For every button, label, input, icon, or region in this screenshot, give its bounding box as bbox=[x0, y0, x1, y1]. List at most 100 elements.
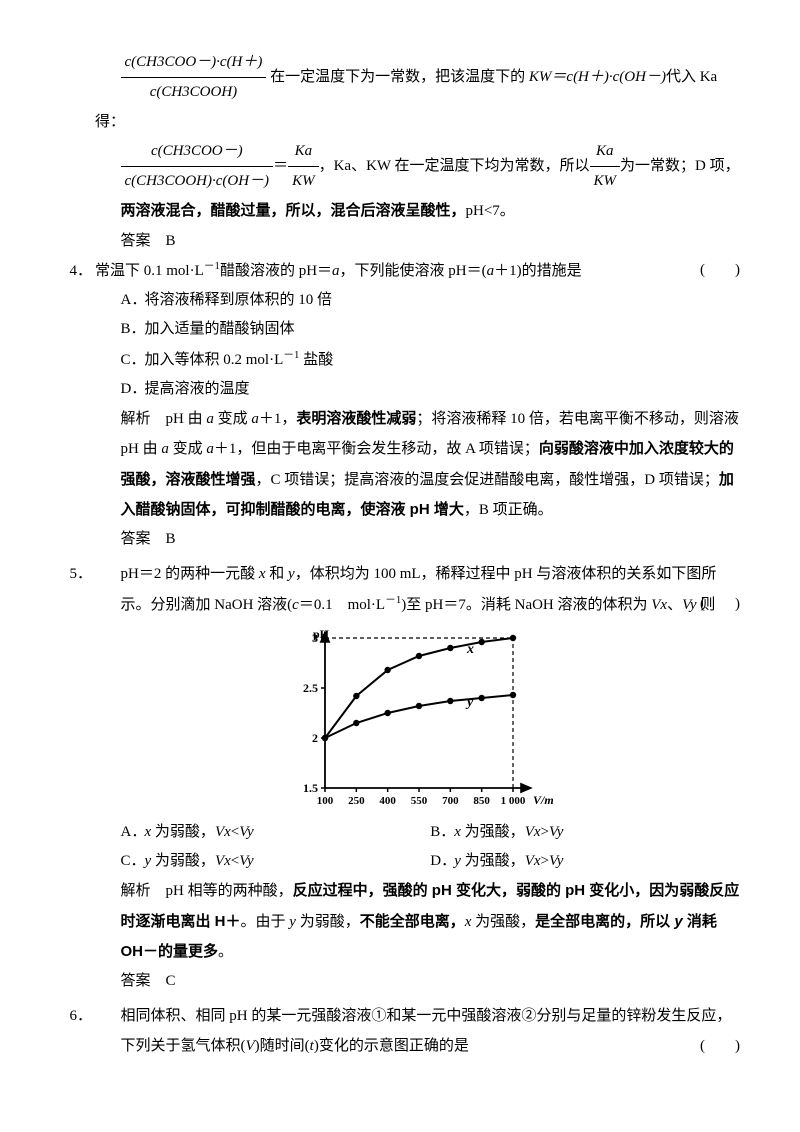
q4: 4．常温下 0.1 mol·L－1醋酸溶液的 pH＝a，下列能使溶液 pH＝(a… bbox=[95, 256, 740, 555]
pre-line2: c(CH3COO－) c(CH3COOH)·c(OH－) ＝ Ka KW ，Ka… bbox=[95, 137, 740, 197]
pre-line1: c(CH3COO－)·c(H＋) c(CH3COOH) 在一定温度下为一常数，把… bbox=[95, 48, 740, 108]
q5-explain: 解析 pH 相等的两种酸，反应过程中，强酸的 pH 变化大，弱酸的 pH 变化小… bbox=[95, 876, 740, 967]
ob: 加入适量的醋酸钠固体 bbox=[145, 321, 295, 337]
5od5: Vy bbox=[549, 853, 563, 869]
kw-expr: KW＝c(H＋)·c(OH－) bbox=[529, 69, 666, 85]
q4-ans-l: 答案 bbox=[121, 531, 151, 547]
q5-opts-row2: C．y 为弱酸，Vx<Vy D．y 为强酸，Vx>Vy bbox=[95, 847, 740, 876]
pre-text2a: ，Ka、KW 在一定温度下均为常数，所以 bbox=[319, 158, 590, 174]
pre-text1a: 在一定温度下为一常数，把该温度下的 bbox=[270, 69, 529, 85]
oc-l: C． bbox=[121, 346, 145, 375]
q5x1: x bbox=[259, 566, 266, 582]
svg-text:2: 2 bbox=[312, 731, 318, 745]
q4-sup: －1 bbox=[204, 260, 220, 272]
5ob5: Vy bbox=[549, 824, 563, 840]
5oa3: Vx bbox=[215, 824, 231, 840]
svg-text:1 000: 1 000 bbox=[500, 795, 525, 807]
5od1: y bbox=[454, 853, 461, 869]
q4-sc: a bbox=[332, 263, 340, 279]
5oc-l: C． bbox=[121, 847, 145, 876]
svg-text:250: 250 bbox=[348, 795, 365, 807]
5oa4: < bbox=[231, 824, 239, 840]
5e2: 。由于 bbox=[241, 914, 290, 930]
e2: 变成 bbox=[214, 411, 252, 427]
ea4: a bbox=[206, 441, 214, 457]
frac2-den: c(CH3COOH)·c(OH－) bbox=[121, 167, 274, 196]
oc-sup: －1 bbox=[283, 349, 299, 361]
5oc4: < bbox=[231, 853, 239, 869]
5eb3: 是全部电离的，所以 bbox=[535, 913, 674, 930]
5eb2: 不能全部电离， bbox=[360, 913, 465, 930]
ans-label: 答案 bbox=[121, 233, 151, 249]
pre-bold3: 两溶液混合，醋酸过量，所以，混合后溶液呈酸性， bbox=[121, 202, 466, 219]
q5-ans-l: 答案 bbox=[121, 973, 151, 989]
q4-sa: 常温下 0.1 mol·L bbox=[95, 263, 204, 279]
q4-sf: ＋1)的措施是 bbox=[494, 263, 582, 279]
q6sc: )变化的示意图正确的是 bbox=[314, 1038, 469, 1054]
q4-optA: A．将溶液稀释到原体积的 10 倍 bbox=[95, 286, 740, 315]
frac-left: c(CH3COO－) c(CH3COOH)·c(OH－) bbox=[121, 137, 274, 197]
eb1: 表明溶液酸性减弱 bbox=[296, 410, 416, 427]
q4-ans-v: B bbox=[166, 531, 176, 547]
5y3: y bbox=[674, 913, 682, 930]
q4-sb: 醋酸溶液的 pH＝ bbox=[220, 263, 332, 279]
svg-text:700: 700 bbox=[442, 795, 459, 807]
5e3: 为弱酸， bbox=[296, 914, 360, 930]
frac-ka: c(CH3COO－)·c(H＋) c(CH3COOH) bbox=[121, 48, 267, 108]
frac4-den: KW bbox=[590, 167, 621, 196]
pre-line3: 两溶液混合，醋酸过量，所以，混合后溶液呈酸性，pH<7。 bbox=[95, 196, 740, 226]
5oa-l: A． bbox=[121, 818, 145, 847]
q5se: )至 pH＝7。消耗 NaOH 溶液的体积为 bbox=[401, 597, 651, 613]
od-l: D． bbox=[121, 375, 145, 404]
q4-optD: D．提高溶液的温度 bbox=[95, 375, 740, 404]
q5sd: ＝0.1 mol·L bbox=[299, 597, 385, 613]
e8: ，B 项正确。 bbox=[464, 502, 553, 518]
5oc2: 为弱酸， bbox=[151, 853, 215, 869]
ea1: a bbox=[206, 411, 214, 427]
frac2-num: c(CH3COO－) bbox=[121, 137, 274, 167]
pre-de: 得： bbox=[95, 108, 740, 137]
svg-text:550: 550 bbox=[410, 795, 427, 807]
oa-l: A． bbox=[121, 286, 145, 315]
q6v: V bbox=[246, 1038, 255, 1054]
pre-text1b: 代入 Ka bbox=[666, 69, 717, 85]
e3: ＋1， bbox=[259, 411, 297, 427]
svg-text:400: 400 bbox=[379, 795, 396, 807]
5od3: Vx bbox=[525, 853, 541, 869]
q5-num: 5． bbox=[95, 560, 121, 589]
5e4: 为强酸， bbox=[471, 914, 535, 930]
q5-opts-row1: A．x 为弱酸，Vx<Vy B．x 为强酸，Vx>Vy bbox=[95, 818, 740, 847]
e5: 变成 bbox=[169, 441, 207, 457]
q5ceq: c bbox=[292, 597, 299, 613]
q6-bracket: ( ) bbox=[726, 1032, 741, 1061]
svg-text:100: 100 bbox=[316, 795, 333, 807]
od: 提高溶液的温度 bbox=[145, 381, 250, 397]
q4-num: 4． bbox=[70, 257, 96, 286]
5ob3: Vx bbox=[525, 824, 541, 840]
q5-answer: 答案 C bbox=[95, 967, 740, 996]
q4-optC: C．加入等体积 0.2 mol·L－1 盐酸 bbox=[95, 345, 740, 375]
pre-text3: pH<7。 bbox=[466, 203, 515, 219]
e1: pH 由 bbox=[166, 411, 207, 427]
oa: 将溶液稀释到原体积的 10 倍 bbox=[145, 292, 333, 308]
ea3: a bbox=[161, 441, 169, 457]
pre-answer: 答案 B bbox=[95, 227, 740, 256]
q5-bracket: ( ) bbox=[726, 590, 741, 619]
q4-sd: ，下列能使溶液 pH＝( bbox=[340, 263, 487, 279]
5e1: pH 相等的两种酸， bbox=[166, 883, 293, 899]
ans-val: B bbox=[166, 233, 176, 249]
frac3-den: KW bbox=[288, 167, 319, 196]
5ob-l: B． bbox=[430, 818, 454, 847]
q5-exp-lbl: 解析 bbox=[121, 883, 151, 899]
q5-stem: 5．pH＝2 的两种一元酸 x 和 y，体积均为 100 mL，稀释过程中 pH… bbox=[95, 560, 740, 620]
ob-l: B． bbox=[121, 315, 145, 344]
5od2: 为强酸， bbox=[461, 853, 525, 869]
5ob2: 为强酸， bbox=[461, 824, 525, 840]
5od4: > bbox=[541, 853, 549, 869]
q5vx: Vx bbox=[651, 597, 667, 613]
5oc3: Vx bbox=[215, 853, 231, 869]
q5: 5．pH＝2 的两种一元酸 x 和 y，体积均为 100 mL，稀释过程中 pH… bbox=[95, 560, 740, 996]
q4-stem: 4．常温下 0.1 mol·L－1醋酸溶液的 pH＝a，下列能使溶液 pH＝(a… bbox=[95, 256, 740, 286]
svg-text:2.5: 2.5 bbox=[303, 681, 318, 695]
5oa2: 为弱酸， bbox=[151, 824, 215, 840]
